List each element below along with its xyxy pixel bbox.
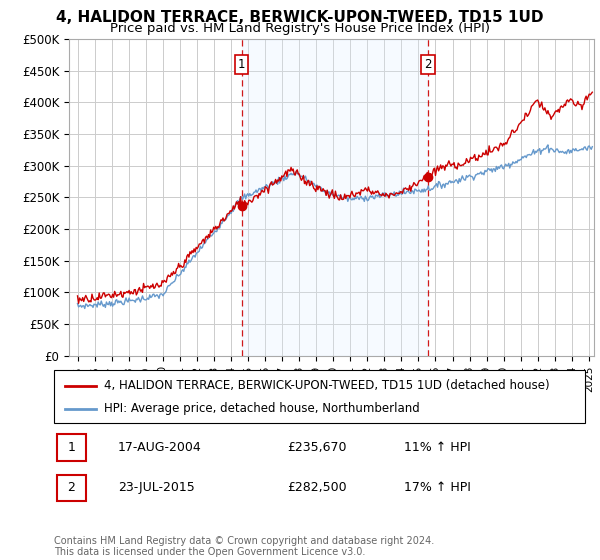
Text: Contains HM Land Registry data © Crown copyright and database right 2024.
This d: Contains HM Land Registry data © Crown c… <box>54 535 434 557</box>
Text: 11% ↑ HPI: 11% ↑ HPI <box>404 441 471 454</box>
Text: 4, HALIDON TERRACE, BERWICK-UPON-TWEED, TD15 1UD (detached house): 4, HALIDON TERRACE, BERWICK-UPON-TWEED, … <box>104 379 550 392</box>
Text: 2: 2 <box>67 482 75 494</box>
Text: 1: 1 <box>67 441 75 454</box>
Text: 1: 1 <box>238 58 245 71</box>
Text: 2: 2 <box>424 58 431 71</box>
FancyBboxPatch shape <box>56 434 86 460</box>
Text: 23-JUL-2015: 23-JUL-2015 <box>118 482 194 494</box>
Text: £282,500: £282,500 <box>287 482 347 494</box>
Text: Price paid vs. HM Land Registry's House Price Index (HPI): Price paid vs. HM Land Registry's House … <box>110 22 490 35</box>
Bar <box>242 39 428 356</box>
FancyBboxPatch shape <box>56 475 86 501</box>
Text: £235,670: £235,670 <box>287 441 347 454</box>
Text: 17% ↑ HPI: 17% ↑ HPI <box>404 482 472 494</box>
Text: HPI: Average price, detached house, Northumberland: HPI: Average price, detached house, Nort… <box>104 403 420 416</box>
Text: 4, HALIDON TERRACE, BERWICK-UPON-TWEED, TD15 1UD: 4, HALIDON TERRACE, BERWICK-UPON-TWEED, … <box>56 10 544 25</box>
Text: 17-AUG-2004: 17-AUG-2004 <box>118 441 202 454</box>
